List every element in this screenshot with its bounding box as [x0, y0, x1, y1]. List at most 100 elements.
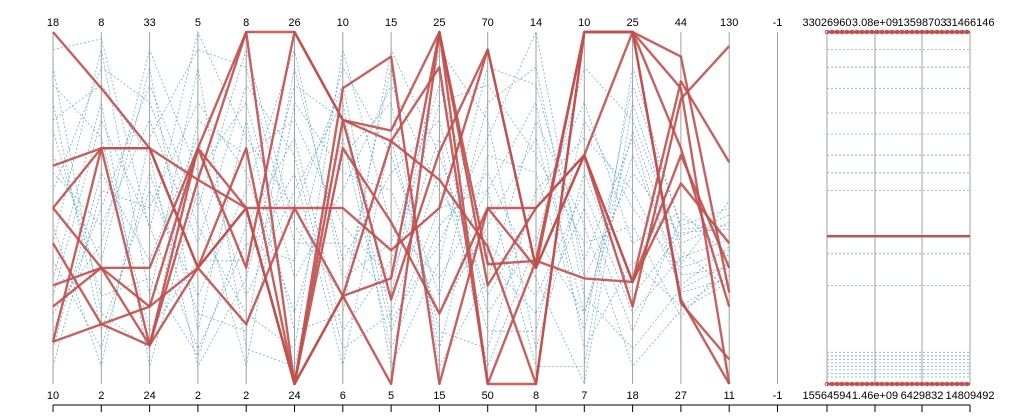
bottom-endpoint-marker — [869, 381, 875, 387]
bottom-endpoint-marker — [874, 381, 880, 387]
bottom-endpoint-marker — [884, 381, 890, 387]
top-endpoint-marker — [874, 29, 880, 35]
axis-min-label: 7 — [581, 390, 587, 402]
axis-min-label: 14809492 — [946, 390, 995, 402]
axis-min-label: 50 — [482, 390, 494, 402]
bottom-endpoint-marker — [919, 381, 925, 387]
bottom-endpoint-marker — [894, 381, 900, 387]
axis-max-label: 31466146 — [946, 17, 995, 29]
axis-max-label: 8 — [243, 17, 249, 29]
bottom-endpoint-marker — [944, 381, 950, 387]
background-line-2-0 — [52, 49, 730, 350]
bottom-endpoint-marker — [949, 381, 955, 387]
background-line-5-0 — [52, 101, 730, 386]
axis-max-label: 13598703 — [898, 17, 947, 29]
bottom-endpoint-marker — [939, 381, 945, 387]
bottom-endpoint-marker — [924, 381, 930, 387]
axis-min-label: 24 — [143, 390, 155, 402]
top-endpoint-marker — [939, 29, 945, 35]
axis-min-label: 11 — [723, 390, 734, 402]
highlighted-line-0-0 — [52, 30, 731, 308]
top-endpoint-marker — [944, 29, 950, 35]
axis-max-label: 33026960 — [803, 17, 852, 29]
axis-max-label: 33 — [143, 17, 155, 29]
top-endpoint-marker — [899, 29, 905, 35]
top-endpoint-marker — [914, 29, 920, 35]
axis-max-label: 15 — [385, 17, 397, 29]
top-endpoint-marker — [869, 29, 875, 35]
top-endpoint-marker — [949, 29, 955, 35]
axis-min-label: 6429832 — [901, 390, 944, 402]
top-endpoint-marker — [859, 29, 865, 35]
axis-min-label: 2 — [98, 390, 104, 402]
highlighted-line-7-0 — [52, 30, 731, 386]
bottom-endpoint-marker — [849, 381, 855, 387]
axis-max-label: 26 — [288, 17, 300, 29]
top-endpoint-marker — [864, 29, 870, 35]
axis-min-label: 10 — [47, 390, 59, 402]
bottom-endpoint-marker — [929, 381, 935, 387]
bottom-endpoint-marker — [864, 381, 870, 387]
background-line-14-0 — [52, 66, 730, 350]
top-endpoint-marker — [854, 29, 860, 35]
bottom-endpoint-marker — [824, 381, 830, 387]
top-endpoint-marker — [829, 29, 835, 35]
top-endpoint-marker — [889, 29, 895, 35]
top-endpoint-marker — [884, 29, 890, 35]
axis-min-label: 2 — [195, 390, 201, 402]
top-endpoint-marker — [909, 29, 915, 35]
background-line-15-0 — [52, 66, 730, 368]
top-endpoint-marker — [934, 29, 940, 35]
bottom-endpoint-marker — [904, 381, 910, 387]
axis-min-label: 5 — [388, 390, 394, 402]
axis-min-label: 27 — [675, 390, 687, 402]
axis-min-label: -1 — [773, 390, 783, 402]
top-endpoint-marker — [839, 29, 845, 35]
top-endpoint-marker — [849, 29, 855, 35]
highlighted-line-6-0 — [52, 48, 731, 284]
bottom-endpoint-marker — [844, 381, 850, 387]
top-endpoint-marker — [879, 29, 885, 35]
bottom-endpoint-marker — [909, 381, 915, 387]
top-endpoint-marker — [924, 29, 930, 35]
highlighted-line-8-0 — [52, 65, 731, 386]
bottom-endpoint-marker — [934, 381, 940, 387]
bottom-endpoint-marker — [914, 381, 920, 387]
axis-max-label: 14 — [530, 17, 542, 29]
axis-min-label: 2 — [243, 390, 249, 402]
top-endpoint-marker — [959, 29, 965, 35]
bottom-endpoint-marker — [959, 381, 965, 387]
bottom-endpoint-marker — [954, 381, 960, 387]
top-endpoint-marker — [919, 29, 925, 35]
axis-min-label: 15564594 — [803, 390, 852, 402]
axis-max-label: 10 — [337, 17, 349, 29]
bottom-endpoint-marker — [879, 381, 885, 387]
top-endpoint-marker — [954, 29, 960, 35]
bottom-endpoint-marker — [889, 381, 895, 387]
highlighted-lines — [51, 30, 970, 386]
axis-labels: 18 10 8 2 33 24 5 2 8 2 26 24 10 6 15 5 25 15 70 50 14 8 10 7 25… — [47, 17, 995, 402]
top-endpoint-marker — [844, 29, 850, 35]
endpoint-markers — [824, 29, 970, 387]
axis-min-label: 1.46e+09 — [852, 390, 898, 402]
top-endpoint-marker — [894, 29, 900, 35]
axis-max-label: 18 — [47, 17, 59, 29]
axis-max-label: 5 — [195, 17, 201, 29]
axis-min-label: 15 — [433, 390, 445, 402]
bottom-endpoint-marker — [834, 381, 840, 387]
axis-min-label: 24 — [288, 390, 300, 402]
top-endpoint-marker — [834, 29, 840, 35]
background-line-0-0 — [52, 30, 730, 322]
axis-min-label: 8 — [533, 390, 539, 402]
bottom-endpoint-marker — [964, 381, 970, 387]
axis-min-label: 18 — [626, 390, 638, 402]
axis-max-label: 8 — [98, 17, 104, 29]
top-endpoint-marker — [929, 29, 935, 35]
top-endpoint-marker — [904, 29, 910, 35]
axis-max-label: 10 — [578, 17, 590, 29]
axis-max-label: 25 — [433, 17, 445, 29]
bottom-scale — [52, 404, 971, 412]
bottom-endpoint-marker — [899, 381, 905, 387]
top-endpoint-marker — [824, 29, 830, 35]
background-line-4-0 — [52, 84, 730, 357]
